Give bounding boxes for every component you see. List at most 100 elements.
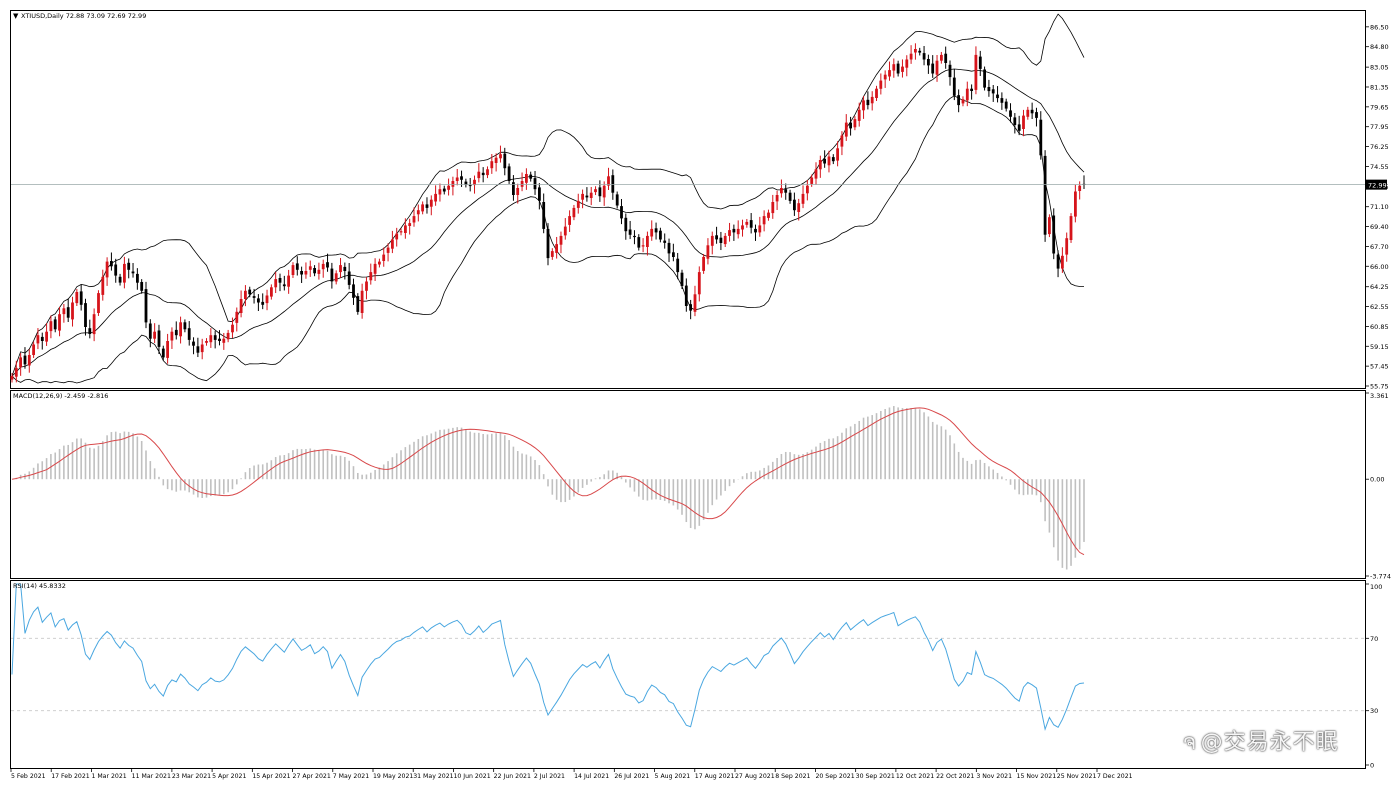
- collapse-icon[interactable]: ▼: [13, 12, 19, 20]
- candle-body: [957, 95, 960, 106]
- date-tick-label: 10 Jun 2021: [453, 773, 490, 780]
- candle-body: [412, 216, 416, 223]
- candle: [148, 319, 152, 348]
- main-panel[interactable]: [10, 10, 1366, 389]
- candle-body: [97, 293, 100, 313]
- candle-body: [602, 185, 606, 198]
- candle-body: [330, 268, 334, 282]
- macd-tick-label: 0.00: [1370, 476, 1384, 484]
- date-tick-label: 11 Mar 2021: [132, 773, 171, 780]
- candle-body: [200, 344, 204, 353]
- candle: [62, 304, 66, 323]
- candle: [365, 277, 368, 300]
- candle-body: [676, 258, 680, 273]
- candle: [97, 290, 100, 316]
- price-tick-label: 62.55: [1370, 303, 1389, 311]
- candle: [823, 150, 826, 168]
- candle: [123, 256, 126, 289]
- candle-body: [857, 109, 861, 121]
- candle-body: [347, 271, 351, 285]
- date-tick-label: 22 Oct 2021: [936, 773, 974, 780]
- rsi-panel[interactable]: [10, 580, 1366, 769]
- candle: [965, 81, 969, 107]
- candle-body: [550, 251, 554, 257]
- candle-body: [1069, 216, 1073, 240]
- candle-body: [14, 367, 18, 377]
- candle-body: [144, 289, 148, 323]
- candle: [157, 324, 161, 354]
- candle-body: [170, 331, 174, 341]
- candle-body: [1043, 155, 1047, 235]
- candle-body: [308, 266, 312, 270]
- candle: [818, 155, 822, 178]
- candle: [624, 213, 628, 240]
- candle-body: [758, 225, 762, 233]
- candle-body: [736, 228, 740, 235]
- candle-body: [1026, 109, 1030, 117]
- candle: [853, 116, 857, 131]
- candle-body: [836, 148, 839, 161]
- candle-body: [464, 181, 468, 185]
- candle: [101, 269, 105, 301]
- candle: [702, 254, 705, 274]
- candle: [1013, 113, 1017, 134]
- candle-body: [706, 245, 710, 259]
- macd-panel[interactable]: [10, 390, 1366, 579]
- candle: [438, 183, 442, 202]
- candle-body: [278, 278, 282, 283]
- date-tick-label: 3 Nov 2021: [976, 773, 1012, 780]
- candle-body: [1013, 117, 1017, 125]
- date-tick-label: 31 May 2021: [413, 773, 453, 780]
- candle: [222, 332, 226, 350]
- candle: [784, 183, 788, 200]
- candle: [19, 353, 22, 376]
- candle-body: [326, 262, 329, 268]
- candle: [512, 175, 515, 201]
- candle: [369, 263, 373, 285]
- candle: [520, 172, 524, 192]
- candle-body: [732, 228, 736, 233]
- candle-body: [754, 228, 757, 233]
- candle: [287, 269, 290, 294]
- price-tick-label: 76.25: [1370, 143, 1389, 151]
- candle: [944, 46, 948, 69]
- candle: [922, 45, 926, 66]
- candle-body: [996, 94, 999, 99]
- price-tick-label: 59.15: [1370, 343, 1389, 351]
- candle: [555, 236, 558, 259]
- candle: [58, 307, 61, 337]
- candle: [373, 258, 377, 281]
- candle: [529, 171, 533, 182]
- candle: [961, 96, 965, 107]
- candle: [261, 293, 265, 310]
- candle: [429, 195, 433, 216]
- candle-body: [952, 77, 956, 96]
- candle-body: [1039, 119, 1043, 156]
- candle: [983, 66, 986, 91]
- candle-body: [702, 256, 705, 271]
- candle-body: [174, 329, 178, 336]
- candle: [1004, 98, 1008, 112]
- date-tick-label: 7 Dec 2021: [1097, 773, 1133, 780]
- candle: [213, 330, 217, 349]
- date-tick-label: 12 Oct 2021: [896, 773, 934, 780]
- price-tick-label: 60.85: [1370, 323, 1389, 331]
- candle: [226, 329, 230, 343]
- candle-body: [252, 296, 256, 298]
- candle: [741, 219, 744, 237]
- candle-body: [823, 158, 826, 164]
- candle: [209, 328, 213, 348]
- candle-body: [391, 239, 394, 249]
- candle-body: [1004, 101, 1008, 109]
- candle-body: [218, 338, 221, 341]
- candle-body: [23, 355, 27, 365]
- candle-body: [598, 187, 602, 197]
- candle-body: [274, 279, 278, 288]
- candle: [879, 73, 883, 95]
- macd-tick-label: 3.361: [1370, 392, 1389, 400]
- candle: [45, 323, 48, 346]
- candle: [127, 258, 131, 279]
- candle-body: [866, 99, 870, 106]
- candle-body: [948, 64, 952, 78]
